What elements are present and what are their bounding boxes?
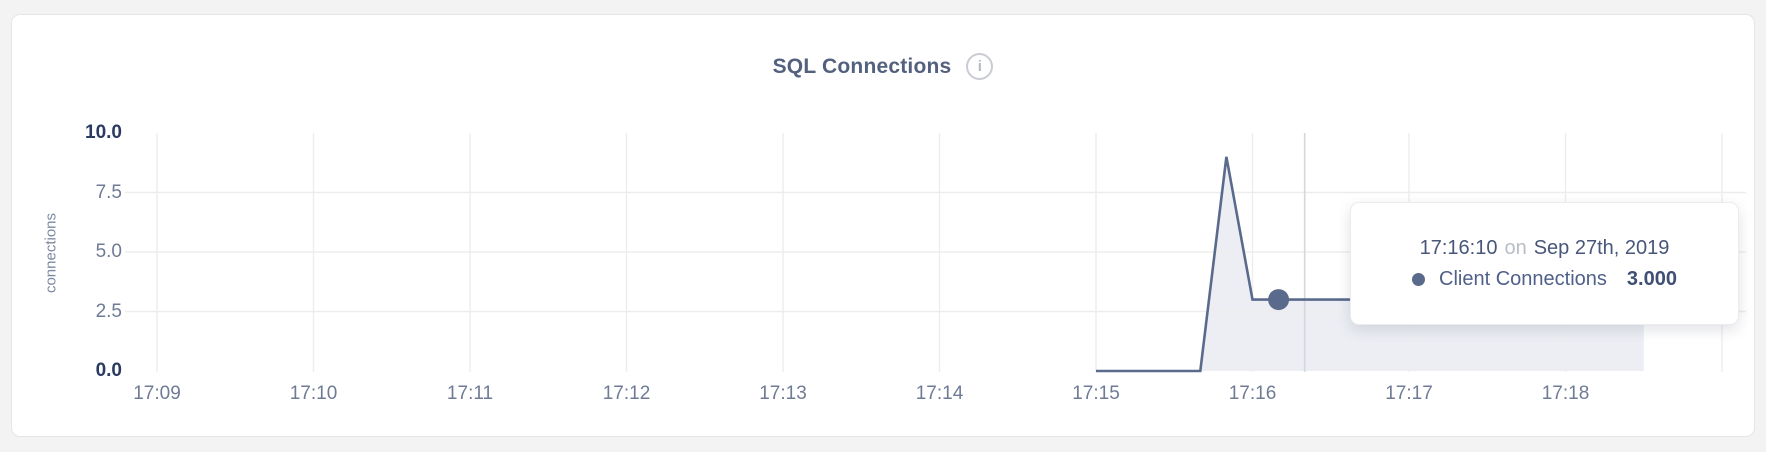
tooltip-series-value: 3.000: [1626, 267, 1677, 290]
tooltip-date: Sep 27th, 2019: [1533, 236, 1670, 259]
y-axis-tick-label: 10.0: [85, 122, 122, 143]
tooltip-time: 17:16:10: [1419, 236, 1498, 259]
y-axis-tick-label: 2.5: [95, 300, 122, 322]
tooltip-series-label: Client Connections: [1439, 267, 1607, 290]
chart-title: SQL Connections: [772, 54, 952, 78]
y-axis-tick-label: 5.0: [95, 241, 122, 262]
x-axis-tick-label: 17:16: [1228, 383, 1277, 404]
x-axis-tick-label: 17:17: [1385, 383, 1433, 404]
series-bullet-icon: [1412, 272, 1426, 286]
series-line: [1096, 156, 1644, 373]
x-axis-tick-label: 17:09: [133, 383, 181, 404]
tooltip-timestamp-row: 17:16:10 on Sep 27th, 2019: [1420, 237, 1670, 260]
tooltip-connector: on: [1504, 236, 1527, 259]
tooltip-series-row: Client Connections 3.000: [1412, 268, 1677, 291]
y-axis-title: connections: [42, 212, 60, 294]
x-axis-tick-label: 17:18: [1541, 383, 1590, 404]
hovered-point-dot: [1268, 289, 1290, 311]
x-axis-tick-label: 17:11: [446, 383, 494, 404]
chart-header: SQL Connections i: [12, 53, 1754, 80]
y-axis-tick-label: 7.5: [95, 181, 122, 203]
info-icon[interactable]: i: [966, 53, 994, 80]
y-axis-tick-label: 0.0: [95, 360, 122, 381]
x-axis-tick-label: 17:13: [759, 383, 807, 404]
x-axis-tick-label: 17:14: [915, 383, 964, 404]
chart-tooltip: 17:16:10 on Sep 27th, 2019 Client Connec…: [1350, 202, 1739, 325]
x-axis-tick-label: 17:10: [289, 383, 338, 404]
x-axis-tick-label: 17:15: [1072, 383, 1120, 404]
x-axis-tick-label: 17:12: [602, 383, 651, 404]
